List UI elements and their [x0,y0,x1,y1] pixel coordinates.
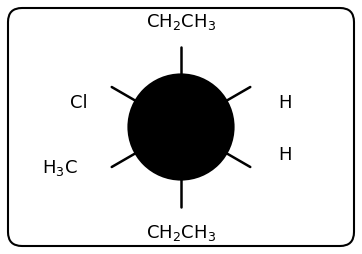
Circle shape [129,75,233,179]
FancyBboxPatch shape [8,8,354,246]
Text: CH$_2$CH$_3$: CH$_2$CH$_3$ [146,12,216,32]
Text: CH$_2$CH$_3$: CH$_2$CH$_3$ [146,223,216,243]
Text: Cl: Cl [70,94,88,112]
Text: H: H [278,146,291,164]
Text: H$_3$C: H$_3$C [42,158,78,178]
Text: H: H [278,94,291,112]
